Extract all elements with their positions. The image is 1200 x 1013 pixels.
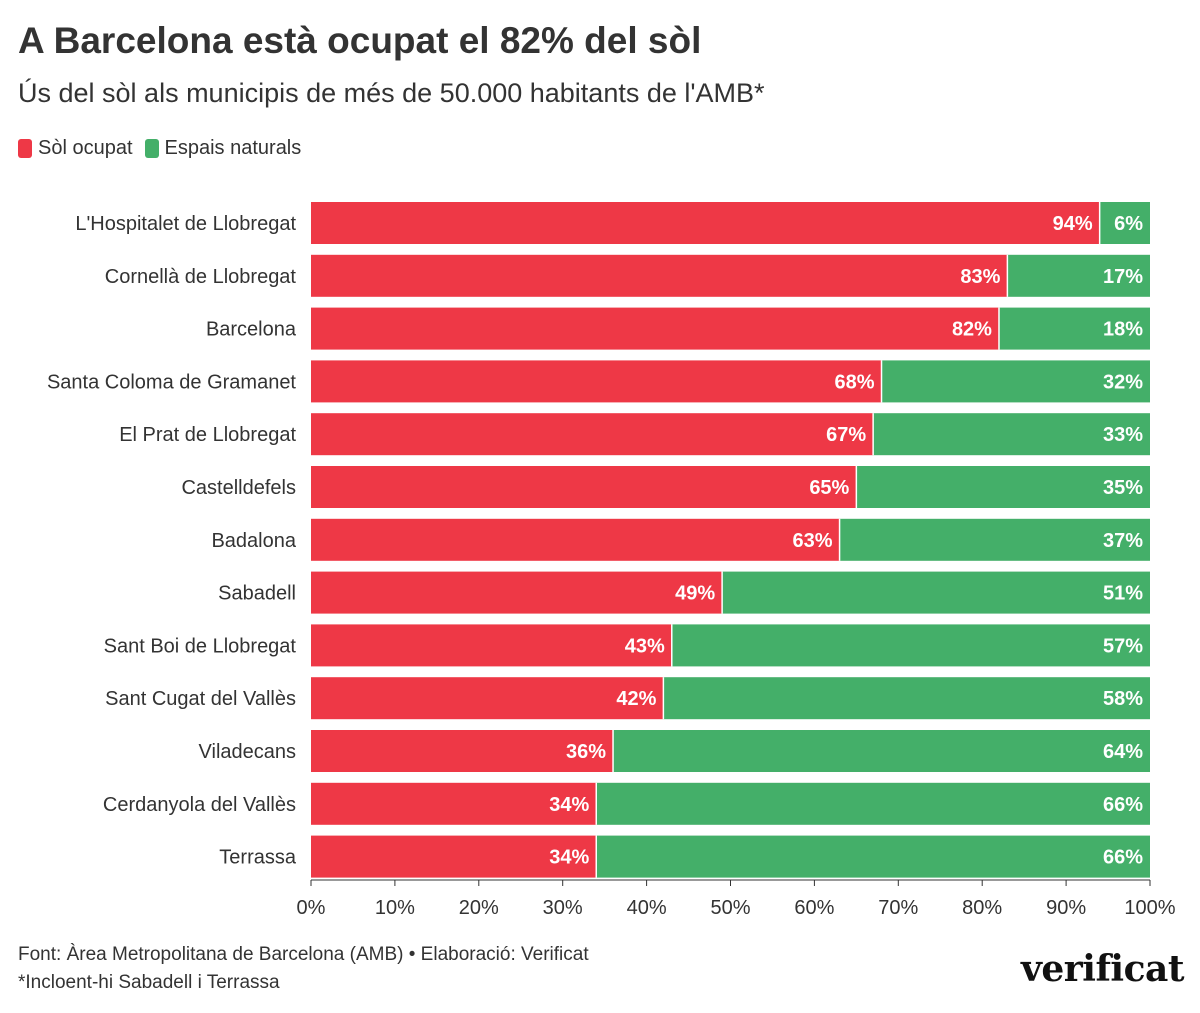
data-label-natural: 58% bbox=[1103, 688, 1143, 710]
bar-natural bbox=[596, 782, 1150, 825]
bar-natural bbox=[839, 518, 1150, 561]
x-tick-label: 0% bbox=[297, 897, 326, 919]
bar-occupied bbox=[311, 782, 597, 825]
category-label: Sant Cugat del Vallès bbox=[105, 688, 296, 710]
data-label-occupied: 65% bbox=[809, 477, 849, 499]
bar-occupied bbox=[311, 624, 672, 667]
bar-occupied bbox=[311, 254, 1008, 297]
bar-occupied bbox=[311, 202, 1100, 244]
data-label-natural: 33% bbox=[1103, 424, 1143, 446]
bar-natural bbox=[873, 413, 1150, 456]
x-tick-label: 10% bbox=[375, 897, 415, 919]
x-tick-label: 40% bbox=[627, 897, 667, 919]
bar-occupied bbox=[311, 835, 597, 878]
bar-occupied bbox=[311, 413, 874, 456]
data-label-natural: 6% bbox=[1114, 213, 1143, 235]
bar-natural bbox=[1099, 202, 1150, 244]
verificat-logo: verificat bbox=[1020, 948, 1185, 990]
bar-natural bbox=[663, 677, 1150, 720]
data-label-occupied: 63% bbox=[793, 530, 833, 552]
stacked-bar-chart: L'Hospitalet de Llobregat 94% 6% Cornellà d… bbox=[47, 202, 1176, 919]
legend-swatch-occupied bbox=[18, 139, 32, 158]
legend-item-occupied: Sòl ocupat bbox=[18, 137, 133, 160]
category-label: El Prat de Llobregat bbox=[119, 424, 296, 446]
x-tick-label: 70% bbox=[878, 897, 918, 919]
bar-natural bbox=[596, 835, 1150, 878]
source-note: Font: Àrea Metropolitana de Barcelona (A… bbox=[18, 944, 589, 965]
bar-natural bbox=[671, 624, 1150, 667]
x-tick-label: 100% bbox=[1124, 897, 1175, 919]
chart-subtitle: Ús del sòl als municipis de més de 50.00… bbox=[18, 78, 765, 108]
x-tick-label: 80% bbox=[962, 897, 1002, 919]
legend-item-natural: Espais naturals bbox=[144, 137, 302, 160]
x-tick-label: 20% bbox=[459, 897, 499, 919]
legend-label-occupied: Sòl ocupat bbox=[38, 137, 133, 159]
bar-occupied bbox=[311, 677, 664, 720]
data-label-occupied: 94% bbox=[1053, 213, 1093, 235]
data-label-natural: 66% bbox=[1103, 794, 1143, 816]
bar-occupied bbox=[311, 518, 840, 561]
category-label: Cerdanyola del Vallès bbox=[103, 794, 296, 816]
category-label: Badalona bbox=[211, 530, 296, 552]
bar-natural bbox=[722, 571, 1150, 614]
category-label: Terrassa bbox=[219, 847, 297, 869]
data-label-natural: 37% bbox=[1103, 530, 1143, 552]
category-label: Viladecans bbox=[199, 741, 296, 763]
category-label: Sant Boi de Llobregat bbox=[104, 635, 297, 657]
footnote: *Incloent-hi Sabadell i Terrassa bbox=[18, 972, 280, 993]
bar-natural bbox=[881, 360, 1150, 403]
x-tick-label: 30% bbox=[543, 897, 583, 919]
data-label-occupied: 34% bbox=[549, 794, 589, 816]
data-label-natural: 51% bbox=[1103, 583, 1143, 605]
bar-occupied bbox=[311, 360, 882, 403]
data-label-occupied: 82% bbox=[952, 319, 992, 341]
chart-title: A Barcelona està ocupat el 82% del sòl bbox=[18, 20, 702, 61]
bar-occupied bbox=[311, 466, 857, 508]
bar-occupied bbox=[311, 307, 999, 350]
data-label-natural: 66% bbox=[1103, 847, 1143, 869]
data-label-natural: 35% bbox=[1103, 477, 1143, 499]
bar-natural bbox=[856, 466, 1150, 508]
data-label-natural: 32% bbox=[1103, 371, 1143, 393]
data-label-occupied: 36% bbox=[566, 741, 606, 763]
data-label-natural: 57% bbox=[1103, 635, 1143, 657]
category-label: Santa Coloma de Gramanet bbox=[47, 371, 296, 393]
data-label-natural: 64% bbox=[1103, 741, 1143, 763]
bar-occupied bbox=[311, 571, 723, 614]
category-label: L'Hospitalet de Llobregat bbox=[75, 213, 296, 235]
legend-swatch-natural bbox=[144, 139, 159, 158]
legend-label-natural: Espais naturals bbox=[164, 137, 302, 159]
data-label-occupied: 49% bbox=[675, 583, 715, 605]
data-label-occupied: 67% bbox=[826, 424, 866, 446]
data-label-occupied: 43% bbox=[625, 635, 665, 657]
x-tick-label: 50% bbox=[710, 897, 750, 919]
legend: Sòl ocupat Espais naturals bbox=[18, 137, 313, 160]
data-label-occupied: 83% bbox=[960, 266, 1000, 288]
category-label: Castelldefels bbox=[181, 477, 296, 499]
data-label-natural: 18% bbox=[1103, 319, 1143, 341]
data-label-occupied: 68% bbox=[834, 371, 874, 393]
data-label-natural: 17% bbox=[1103, 266, 1143, 288]
data-label-occupied: 42% bbox=[616, 688, 656, 710]
bar-natural bbox=[1007, 254, 1150, 297]
x-tick-label: 60% bbox=[794, 897, 834, 919]
bar-occupied bbox=[311, 730, 614, 772]
bar-natural bbox=[998, 307, 1150, 350]
x-tick-label: 90% bbox=[1046, 897, 1086, 919]
data-label-occupied: 34% bbox=[549, 847, 589, 869]
category-label: Cornellà de Llobregat bbox=[105, 266, 297, 288]
category-label: Sabadell bbox=[218, 583, 296, 605]
bar-natural bbox=[613, 730, 1150, 772]
category-label: Barcelona bbox=[206, 319, 297, 341]
